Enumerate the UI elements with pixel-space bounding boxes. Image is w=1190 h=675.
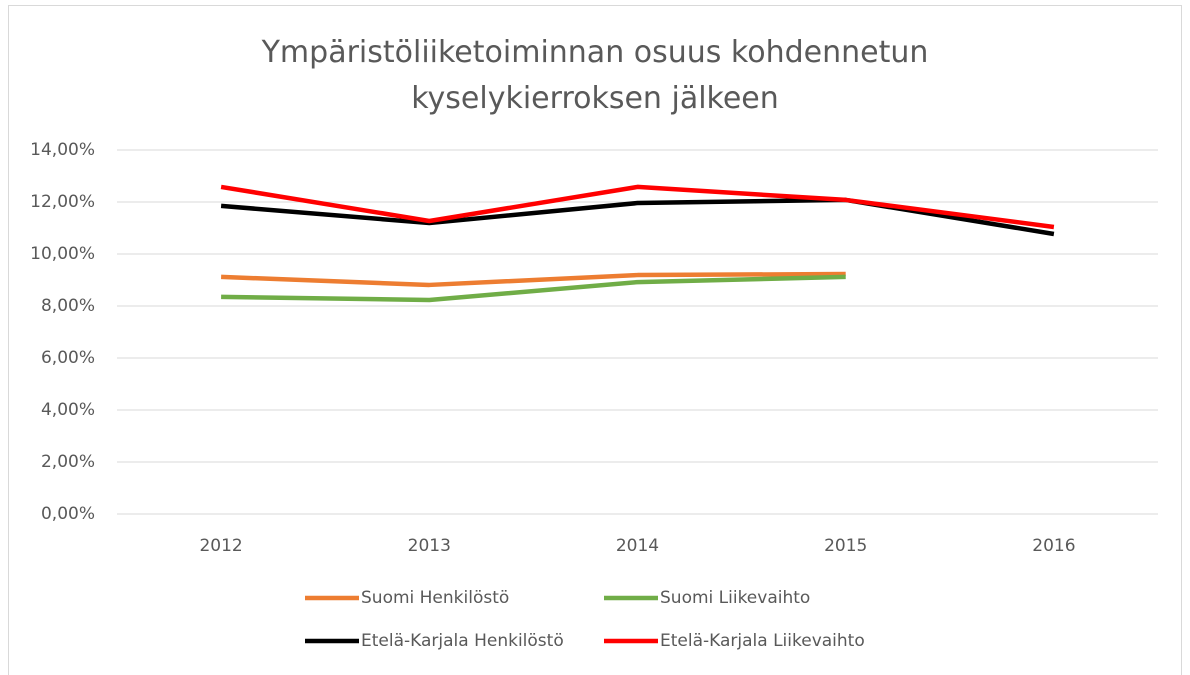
x-tick-label: 2016 bbox=[1032, 536, 1075, 556]
y-tick-label: 10,00% bbox=[30, 244, 95, 264]
y-tick-label: 2,00% bbox=[41, 452, 95, 472]
x-tick-label: 2015 bbox=[824, 536, 867, 556]
x-tick-label: 2013 bbox=[408, 536, 451, 556]
y-tick-label: 8,00% bbox=[41, 296, 95, 316]
legend-label: Suomi Liikevaihto bbox=[660, 588, 810, 608]
y-tick-label: 0,00% bbox=[41, 504, 95, 524]
y-tick-label: 4,00% bbox=[41, 400, 95, 420]
legend-label: Etelä-Karjala Liikevaihto bbox=[660, 631, 865, 651]
legend-label: Etelä-Karjala Henkilöstö bbox=[361, 631, 564, 651]
series-line bbox=[220, 184, 1055, 230]
series-line bbox=[221, 274, 846, 303]
chart-title: Ympäristöliiketoiminnan osuus kohdennetu… bbox=[261, 35, 929, 116]
y-tick-label: 6,00% bbox=[41, 348, 95, 368]
series-line bbox=[221, 271, 846, 288]
y-tick-label: 12,00% bbox=[30, 192, 95, 212]
x-tick-label: 2012 bbox=[199, 536, 242, 556]
legend-label: Suomi Henkilöstö bbox=[361, 588, 509, 608]
series-line bbox=[220, 197, 1055, 237]
x-tick-label: 2014 bbox=[616, 536, 659, 556]
chart-border bbox=[8, 5, 1182, 675]
y-tick-label: 14,00% bbox=[30, 140, 95, 160]
